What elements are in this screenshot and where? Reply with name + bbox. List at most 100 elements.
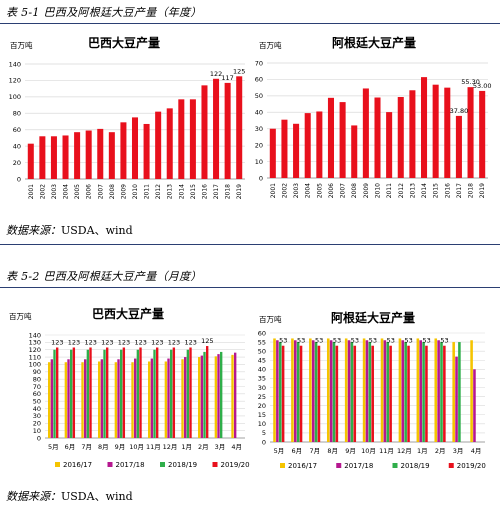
bar-purple <box>50 359 54 438</box>
x-tick-label: 2008 <box>351 183 358 198</box>
y-tick-label: 20 <box>33 420 41 428</box>
data-label: 125 <box>233 67 245 75</box>
bar <box>444 87 451 178</box>
bar-purple <box>67 359 70 438</box>
source-label: 数据来源： <box>6 490 61 503</box>
x-tick-label: 2016 <box>444 183 451 198</box>
x-tick-label: 2003 <box>293 183 300 198</box>
bar-yellow <box>64 362 68 438</box>
y-tick-label: 40 <box>13 142 21 150</box>
bar-yellow <box>470 340 473 442</box>
x-tick-label: 2019 <box>479 183 486 198</box>
bar <box>236 76 243 179</box>
bar-purple <box>117 359 120 438</box>
x-tick-label: 11月 <box>146 443 161 451</box>
y-tick-label: 10 <box>255 158 263 166</box>
x-tick-label: 5月 <box>274 447 285 455</box>
data-label: 53 <box>422 337 430 345</box>
bar <box>131 117 139 179</box>
x-tick-label: 10月 <box>361 447 376 455</box>
x-tick-label: 2月 <box>435 447 446 455</box>
bar <box>362 88 369 178</box>
bar-yellow <box>98 361 101 438</box>
bar <box>85 130 92 179</box>
bar-green <box>458 342 461 442</box>
bar-yellow <box>48 362 51 438</box>
x-tick-label: 2004 <box>305 183 312 198</box>
bar-red <box>72 347 76 438</box>
legend-swatch-yellow <box>280 463 285 468</box>
bar-red <box>139 347 142 438</box>
bar-red <box>371 345 374 442</box>
data-label: 53 <box>351 337 359 345</box>
bar-green <box>422 342 425 442</box>
data-label: 53 <box>297 337 305 345</box>
bar-purple <box>276 340 279 442</box>
y-tick-label: 40 <box>33 405 41 413</box>
legend-swatch-red <box>212 462 218 467</box>
bar <box>455 115 462 178</box>
y-tick-label: 30 <box>255 125 263 133</box>
bar-purple <box>184 357 187 438</box>
bar <box>409 90 416 178</box>
x-tick-label: 4月 <box>231 443 242 451</box>
bar <box>201 85 208 179</box>
bar-green <box>70 349 73 438</box>
bar <box>397 97 404 178</box>
unit-label: 百万吨 <box>259 314 282 324</box>
x-tick-label: 2001 <box>28 184 35 199</box>
legend-label: 2019/20 <box>221 461 250 469</box>
x-tick-label: 2017 <box>213 184 220 199</box>
data-label: 53 <box>405 337 413 345</box>
data-label: 53 <box>387 337 395 345</box>
y-tick-label: 10 <box>33 427 41 435</box>
x-tick-label: 2002 <box>281 183 288 198</box>
y-tick-label: 100 <box>9 93 21 101</box>
x-tick-label: 2014 <box>178 184 185 199</box>
x-tick-label: 2005 <box>316 183 323 198</box>
x-tick-label: 2005 <box>74 184 81 199</box>
section-1-bottom-rule <box>0 244 500 245</box>
x-tick-label: 4月 <box>471 447 482 455</box>
y-tick-label: 35 <box>258 375 266 383</box>
bar-purple <box>84 359 87 438</box>
x-tick-label: 2003 <box>51 184 58 199</box>
chart-title: 阿根廷大豆产量 <box>331 310 415 325</box>
bar <box>281 119 288 178</box>
bar-green <box>350 342 354 442</box>
section-2-top-rule <box>0 287 500 288</box>
legend-swatch-yellow <box>55 462 60 467</box>
x-tick-label: 2004 <box>63 184 70 199</box>
bar-purple <box>401 340 405 442</box>
bar-yellow <box>398 338 402 442</box>
x-tick-label: 2015 <box>433 183 440 198</box>
bar <box>339 102 346 178</box>
x-tick-label: 8月 <box>327 447 338 455</box>
x-tick-label: 2013 <box>167 184 174 199</box>
bar <box>327 97 334 178</box>
bar-yellow <box>452 342 455 442</box>
legend-label: 2017/18 <box>116 461 145 469</box>
y-tick-label: 40 <box>255 109 263 117</box>
unit-label: 百万吨 <box>10 40 33 50</box>
bar-purple <box>134 358 137 438</box>
bar-purple <box>383 340 387 442</box>
y-tick-label: 70 <box>33 383 41 391</box>
legend-swatch-red <box>448 463 454 468</box>
x-tick-label: 2013 <box>409 183 416 198</box>
section-2-title: 表 5-2 巴西及阿根廷大豆产量（月度） <box>6 270 202 283</box>
data-label: 53 <box>369 337 377 345</box>
bar-green <box>136 349 140 438</box>
bar <box>166 108 173 179</box>
data-label: 53.00 <box>473 82 492 90</box>
bar <box>213 78 220 179</box>
x-tick-label: 7月 <box>81 443 92 451</box>
bar-green <box>170 349 173 438</box>
bar-red <box>299 345 303 442</box>
bar-yellow <box>114 362 118 438</box>
x-tick-label: 1月 <box>181 443 192 451</box>
y-tick-label: 80 <box>33 375 41 383</box>
x-tick-label: 2009 <box>363 183 370 198</box>
bar-purple <box>347 340 351 442</box>
legend-swatch-green <box>160 462 165 467</box>
